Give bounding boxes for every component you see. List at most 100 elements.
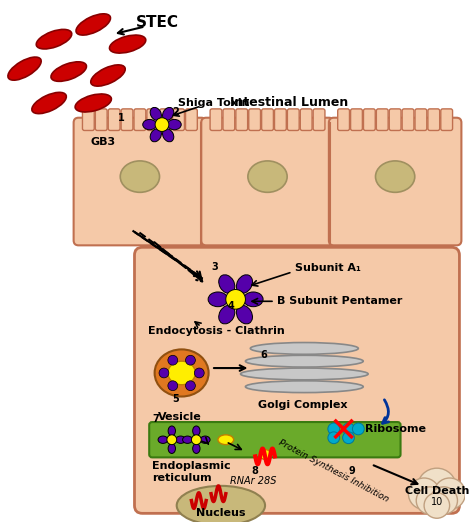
Ellipse shape (219, 305, 235, 324)
Text: 4: 4 (228, 301, 235, 311)
Ellipse shape (192, 426, 200, 436)
FancyBboxPatch shape (402, 109, 414, 131)
Circle shape (185, 355, 195, 365)
Text: Shiga Toxin: Shiga Toxin (178, 98, 250, 108)
Circle shape (416, 487, 444, 514)
FancyBboxPatch shape (415, 109, 427, 131)
Text: Ribosome: Ribosome (365, 424, 426, 434)
Text: 10: 10 (431, 496, 443, 506)
Ellipse shape (168, 361, 195, 385)
FancyBboxPatch shape (210, 109, 222, 131)
Circle shape (328, 432, 340, 444)
FancyBboxPatch shape (236, 109, 247, 131)
Ellipse shape (250, 343, 358, 354)
FancyBboxPatch shape (149, 422, 401, 457)
FancyBboxPatch shape (274, 109, 286, 131)
Circle shape (430, 487, 457, 514)
Circle shape (353, 423, 364, 435)
FancyBboxPatch shape (364, 109, 375, 131)
Ellipse shape (219, 275, 235, 294)
Circle shape (343, 432, 355, 444)
FancyBboxPatch shape (287, 109, 299, 131)
FancyBboxPatch shape (73, 118, 206, 246)
Text: 2: 2 (172, 107, 179, 117)
Text: B Subunit Pentamer: B Subunit Pentamer (277, 296, 402, 306)
Text: 6: 6 (260, 350, 267, 360)
FancyBboxPatch shape (313, 109, 325, 131)
FancyBboxPatch shape (185, 109, 197, 131)
FancyBboxPatch shape (82, 109, 94, 131)
Text: Endocytosis - Clathrin: Endocytosis - Clathrin (147, 326, 284, 336)
Ellipse shape (248, 161, 287, 192)
FancyBboxPatch shape (121, 109, 133, 131)
Ellipse shape (246, 355, 363, 367)
Ellipse shape (168, 426, 175, 436)
Text: Cell Death: Cell Death (405, 486, 469, 496)
FancyBboxPatch shape (95, 109, 107, 131)
Ellipse shape (155, 349, 209, 396)
FancyBboxPatch shape (108, 109, 120, 131)
Ellipse shape (51, 62, 86, 81)
Ellipse shape (120, 161, 160, 192)
Ellipse shape (91, 65, 125, 86)
Circle shape (168, 355, 178, 365)
Ellipse shape (76, 14, 110, 35)
Ellipse shape (237, 305, 253, 324)
Ellipse shape (177, 486, 265, 525)
Circle shape (328, 423, 340, 435)
FancyBboxPatch shape (173, 109, 184, 131)
Ellipse shape (201, 436, 210, 443)
FancyBboxPatch shape (300, 109, 312, 131)
Circle shape (417, 468, 456, 508)
FancyBboxPatch shape (351, 109, 362, 131)
Ellipse shape (163, 108, 174, 120)
FancyBboxPatch shape (160, 109, 172, 131)
Ellipse shape (375, 161, 415, 192)
Text: 9: 9 (348, 466, 355, 476)
Circle shape (343, 423, 355, 435)
Circle shape (191, 435, 201, 445)
FancyBboxPatch shape (428, 109, 440, 131)
Ellipse shape (109, 35, 146, 53)
Ellipse shape (218, 435, 234, 445)
Text: Intestinal Lumen: Intestinal Lumen (230, 96, 349, 110)
Ellipse shape (158, 436, 168, 443)
FancyBboxPatch shape (262, 109, 273, 131)
FancyBboxPatch shape (134, 109, 146, 131)
Text: Protein Synthesis Inhibition: Protein Synthesis Inhibition (277, 438, 391, 504)
Ellipse shape (36, 30, 72, 49)
Ellipse shape (237, 275, 253, 294)
Text: 1: 1 (118, 113, 125, 123)
Ellipse shape (168, 444, 175, 453)
Circle shape (424, 493, 450, 518)
Text: 8: 8 (251, 466, 258, 476)
Text: Subunit A₁: Subunit A₁ (294, 263, 360, 273)
FancyBboxPatch shape (441, 109, 453, 131)
Text: STEC: STEC (136, 15, 179, 30)
Circle shape (434, 478, 465, 510)
Ellipse shape (32, 92, 66, 114)
Ellipse shape (8, 57, 41, 80)
FancyBboxPatch shape (201, 118, 334, 246)
Ellipse shape (208, 292, 228, 307)
Circle shape (167, 435, 177, 445)
Ellipse shape (259, 450, 271, 460)
FancyBboxPatch shape (147, 109, 159, 131)
Ellipse shape (150, 129, 162, 142)
Circle shape (194, 368, 204, 378)
Text: Golgi Complex: Golgi Complex (257, 401, 347, 411)
FancyBboxPatch shape (337, 109, 349, 131)
Ellipse shape (182, 436, 192, 443)
Ellipse shape (150, 108, 162, 120)
Circle shape (185, 381, 195, 391)
Text: 5: 5 (172, 394, 179, 404)
Ellipse shape (244, 292, 263, 307)
Text: 3: 3 (211, 262, 218, 272)
Circle shape (168, 381, 178, 391)
FancyBboxPatch shape (329, 118, 461, 246)
Ellipse shape (167, 120, 181, 130)
Ellipse shape (176, 436, 185, 443)
Circle shape (159, 368, 169, 378)
FancyBboxPatch shape (249, 109, 261, 131)
Circle shape (409, 478, 440, 510)
